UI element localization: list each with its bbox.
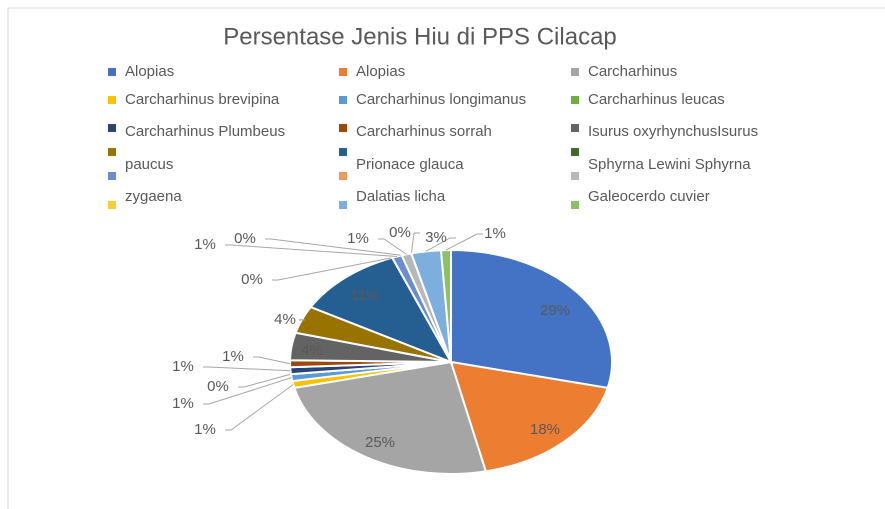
leader-line: [445, 233, 483, 251]
legend-label: Alopias: [356, 63, 405, 80]
legend-label: Carcharhinus: [588, 63, 677, 80]
data-label: 4%: [274, 311, 296, 328]
data-label: 1%: [347, 230, 369, 247]
data-label: 18%: [530, 421, 560, 438]
data-label: 29%: [540, 302, 570, 319]
legend-swatch: [108, 124, 116, 132]
legend-label: Carcharhinus brevipina: [125, 91, 280, 108]
data-label: 1%: [194, 236, 216, 253]
legend-swatch: [108, 68, 116, 76]
data-label: 3%: [425, 229, 447, 246]
legend-swatch: [339, 68, 347, 76]
legend-swatch: [339, 96, 347, 104]
chart-title: Persentase Jenis Hiu di PPS Cilacap: [223, 23, 617, 50]
legend-label: Carcharhinus longimanus: [356, 91, 526, 108]
leader-line: [425, 237, 456, 252]
legend-label: Carcharhinus leucas: [588, 91, 725, 108]
data-label: 11%: [351, 287, 380, 304]
pie-slice: [450, 248, 613, 390]
legend-label: Galeocerdo cuvier: [588, 188, 710, 205]
legend-label: Carcharhinus sorrah: [356, 123, 492, 140]
data-label: 4%: [301, 342, 323, 359]
legend-swatch: [108, 148, 116, 156]
legend-swatch: [108, 172, 116, 180]
leader-line: [238, 373, 292, 388]
leader-line: [272, 257, 393, 281]
legend-swatch: [339, 124, 347, 132]
leader-line: [225, 384, 294, 431]
legend-swatch: [571, 68, 579, 76]
legend-label: Dalatias licha: [356, 188, 446, 205]
leader-line: [225, 244, 398, 257]
data-label: 0%: [389, 224, 411, 241]
leader-line: [203, 377, 292, 405]
legend-swatch: [108, 201, 116, 209]
data-label: 0%: [241, 271, 263, 288]
legend-swatch: [108, 96, 116, 104]
legend-label: Sphyrna Lewini Sphyrna: [588, 156, 751, 173]
legend-label: Prionace glauca: [356, 156, 464, 173]
data-label: 1%: [194, 421, 216, 438]
legend-swatch: [339, 201, 347, 209]
legend-label: paucus: [125, 156, 173, 173]
leader-line: [265, 238, 402, 256]
leader-line: [253, 356, 291, 365]
legend-label: Isurus oxyrhynchusIsurus: [588, 123, 758, 140]
data-label: 1%: [222, 348, 244, 365]
legend-swatch: [571, 96, 579, 104]
legend-swatch: [571, 124, 579, 132]
leader-line: [410, 232, 420, 254]
pie-slice: [449, 360, 609, 473]
legend-swatch: [571, 148, 579, 156]
legend-swatch: [571, 172, 579, 180]
leader-line: [203, 366, 291, 372]
legend-label: Alopias: [125, 63, 174, 80]
legend-label: zygaena: [125, 188, 182, 205]
data-label: 0%: [207, 378, 229, 395]
legend-label: Carcharhinus Plumbeus: [125, 123, 285, 140]
legend-swatch: [339, 148, 347, 156]
leader-line: [378, 238, 407, 255]
data-label: 25%: [365, 434, 395, 451]
data-label: 1%: [172, 395, 194, 412]
data-label: 1%: [172, 358, 194, 375]
pie-slice: [293, 360, 488, 475]
data-label: 0%: [234, 230, 256, 247]
legend-swatch: [571, 201, 579, 209]
legend-swatch: [339, 172, 347, 180]
data-label: 1%: [484, 225, 506, 242]
